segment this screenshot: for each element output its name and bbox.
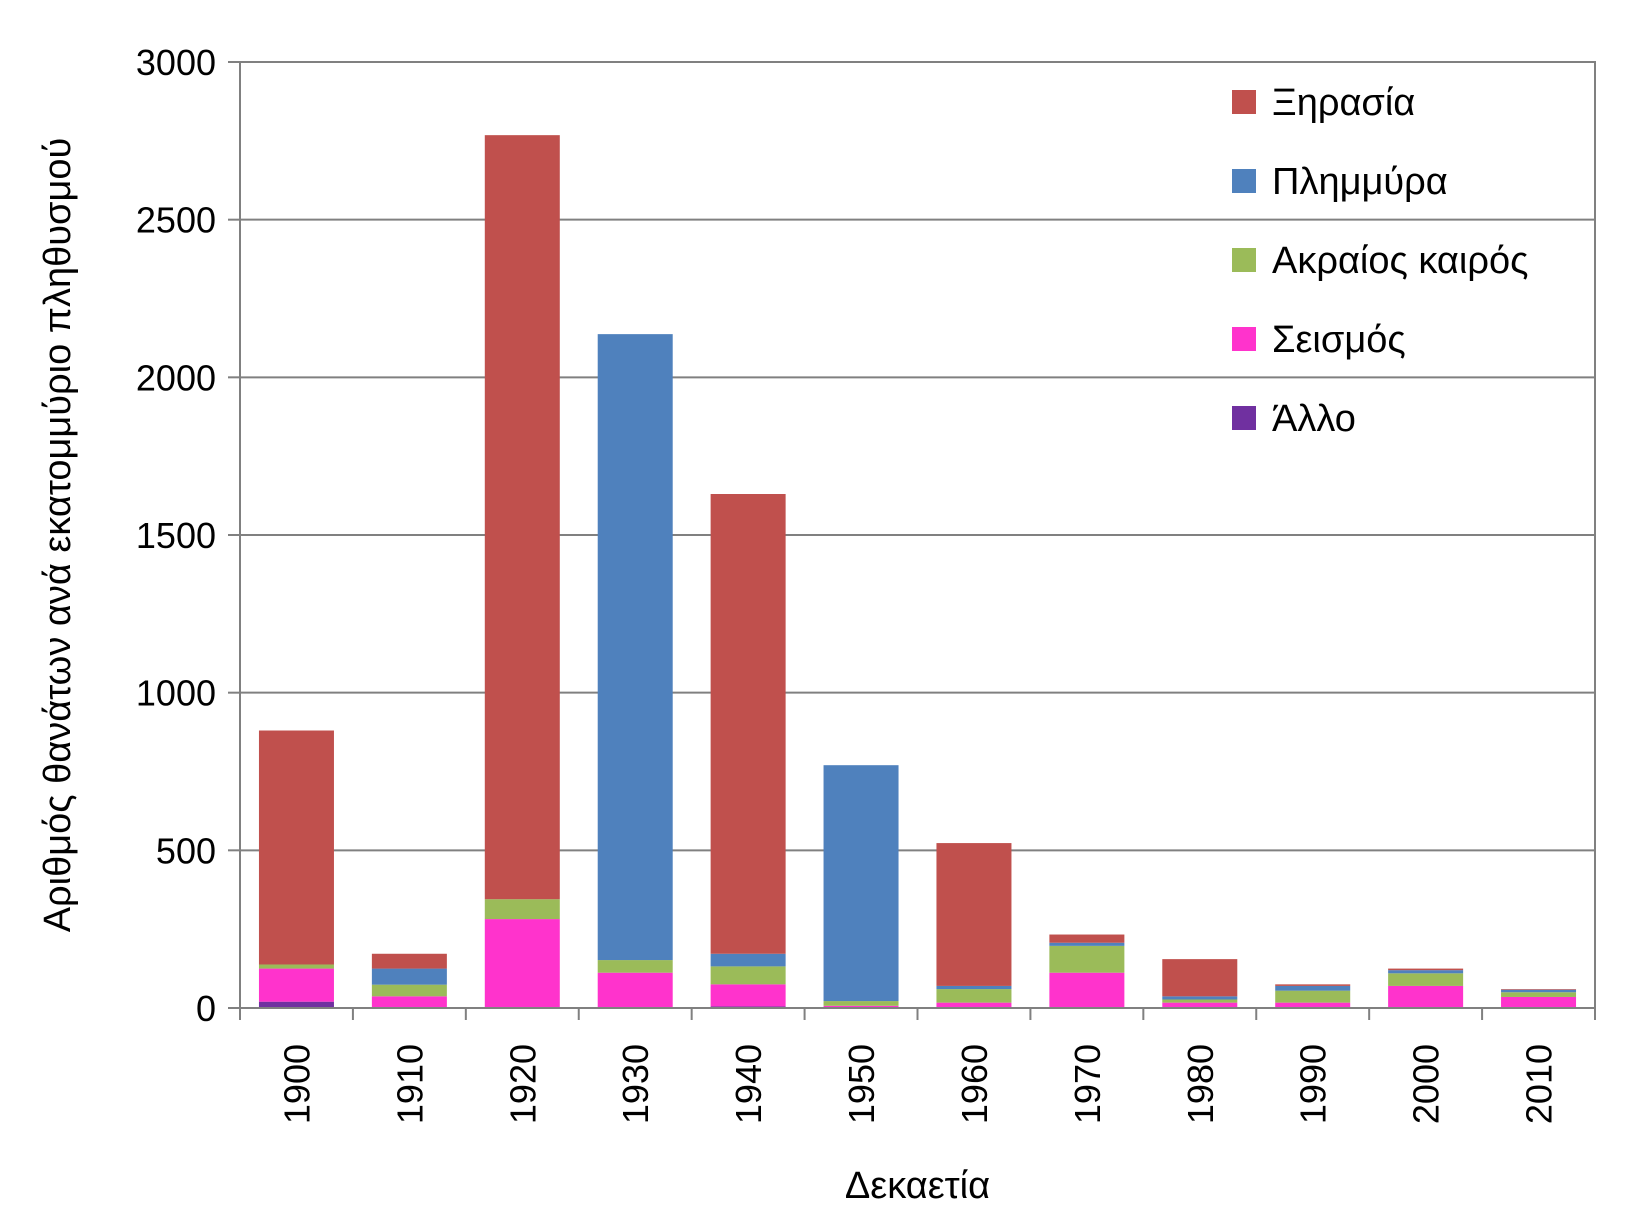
bar-segment-2010-series-2 xyxy=(1501,992,1577,997)
x-tick-label: 1920 xyxy=(502,1044,543,1124)
x-tick-label: 1900 xyxy=(276,1044,317,1124)
bar-segment-1900-series-2 xyxy=(258,964,334,969)
x-axis-title: Δεκαετία xyxy=(845,1165,990,1207)
legend-swatch xyxy=(1232,90,1256,114)
y-tick-labels: 0 500 1000 1500 2000 2500 3000 xyxy=(136,42,216,1029)
legend-label: Ξηρασία xyxy=(1272,82,1415,124)
bar-segment-1990-series-4 xyxy=(1275,984,1351,986)
bar-segment-2000-series-2 xyxy=(1388,973,1464,986)
x-tick-label: 1930 xyxy=(615,1044,656,1124)
bar-segment-2000-series-1 xyxy=(1388,985,1464,1008)
bar-segment-1920-series-4 xyxy=(484,135,560,900)
bars xyxy=(258,135,1577,1008)
x-tick-label: 1970 xyxy=(1067,1044,1108,1124)
bar-segment-1990-series-3 xyxy=(1275,985,1351,991)
y-tick-label: 1500 xyxy=(136,515,216,556)
bar-segment-1960-series-2 xyxy=(936,989,1012,1003)
bar-segment-1940-series-2 xyxy=(710,966,786,985)
gridlines xyxy=(240,218,1595,852)
legend: Ξηρασία Πλημμύρα Ακραίος καιρός Σεισμός Άλλο xyxy=(1232,82,1528,440)
y-tick-label: 1000 xyxy=(136,673,216,714)
bar-segment-1970-series-4 xyxy=(1049,934,1125,943)
bar-segment-1910-series-3 xyxy=(371,968,447,985)
x-tick-label: 1960 xyxy=(954,1044,995,1124)
legend-swatch xyxy=(1232,169,1256,193)
bar-segment-1900-series-0 xyxy=(258,1001,334,1008)
x-tick-label: 2010 xyxy=(1519,1044,1560,1124)
x-tick-label: 1950 xyxy=(841,1044,882,1124)
bar-segment-1980-series-4 xyxy=(1162,959,1238,997)
legend-label: Άλλο xyxy=(1272,398,1356,440)
bar-segment-1940-series-3 xyxy=(710,953,786,967)
legend-label: Σεισμός xyxy=(1272,319,1406,361)
bar-segment-2000-series-4 xyxy=(1388,968,1464,971)
bar-segment-1960-series-3 xyxy=(936,985,1012,990)
bar-segment-1980-series-2 xyxy=(1162,999,1238,1003)
bar-segment-1910-series-1 xyxy=(371,996,447,1008)
x-tick-label: 1990 xyxy=(1293,1044,1334,1124)
legend-swatch xyxy=(1232,406,1256,430)
bar-segment-1990-series-1 xyxy=(1275,1002,1351,1008)
bar-segment-1990-series-2 xyxy=(1275,990,1351,1003)
bar-segment-2010-series-1 xyxy=(1501,996,1577,1008)
bar-segment-1910-series-4 xyxy=(371,953,447,969)
bar-segment-1970-series-3 xyxy=(1049,942,1125,946)
bar-segment-1940-series-1 xyxy=(710,984,786,1007)
bar-segment-1920-series-2 xyxy=(484,899,560,920)
y-tick-label: 500 xyxy=(156,830,216,871)
legend-label: Ακραίος καιρός xyxy=(1272,240,1528,282)
y-axis-title: Αριθμός θανάτων ανά εκατομμύριο πληθυσμο… xyxy=(37,138,79,933)
bar-segment-1940-series-4 xyxy=(710,494,786,954)
axis-ticks xyxy=(228,61,1596,1020)
bar-segment-2010-series-3 xyxy=(1501,989,1577,993)
legend-label: Πλημμύρα xyxy=(1272,161,1448,203)
bar-segment-1960-series-1 xyxy=(936,1002,1012,1008)
y-tick-label: 0 xyxy=(196,988,216,1029)
bar-segment-1920-series-1 xyxy=(484,919,560,1008)
y-tick-label: 2500 xyxy=(136,200,216,241)
x-tick-label: 1980 xyxy=(1180,1044,1221,1124)
x-tick-label: 1910 xyxy=(389,1044,430,1124)
bar-segment-1950-series-3 xyxy=(823,765,899,1002)
bar-segment-2000-series-3 xyxy=(1388,970,1464,974)
bar-segment-1950-series-2 xyxy=(823,1001,899,1006)
bar-segment-1900-series-4 xyxy=(258,730,334,965)
legend-swatch xyxy=(1232,327,1256,351)
y-tick-label: 2000 xyxy=(136,357,216,398)
bar-segment-1910-series-2 xyxy=(371,984,447,997)
bar-segment-1970-series-1 xyxy=(1049,972,1125,1008)
bar-segment-1930-series-2 xyxy=(597,960,673,973)
bar-segment-1980-series-3 xyxy=(1162,996,1238,1000)
x-tick-labels: 1900 1910 1920 1930 1940 1950 1960 1970 1980 1990… xyxy=(276,1044,1559,1124)
bar-segment-1930-series-3 xyxy=(597,334,673,961)
bar-segment-1960-series-4 xyxy=(936,843,1012,986)
x-tick-label: 1940 xyxy=(728,1044,769,1124)
bar-segment-1900-series-1 xyxy=(258,968,334,1002)
bar-segment-1980-series-1 xyxy=(1162,1002,1238,1008)
bar-segment-1950-series-1 xyxy=(823,1005,899,1008)
bar-segment-1930-series-1 xyxy=(597,972,673,1008)
bar-segment-2010-series-4 xyxy=(1501,989,1577,990)
y-tick-label: 3000 xyxy=(136,42,216,83)
x-tick-label: 2000 xyxy=(1406,1044,1447,1124)
legend-swatch xyxy=(1232,248,1256,272)
bar-segment-1970-series-2 xyxy=(1049,945,1125,973)
